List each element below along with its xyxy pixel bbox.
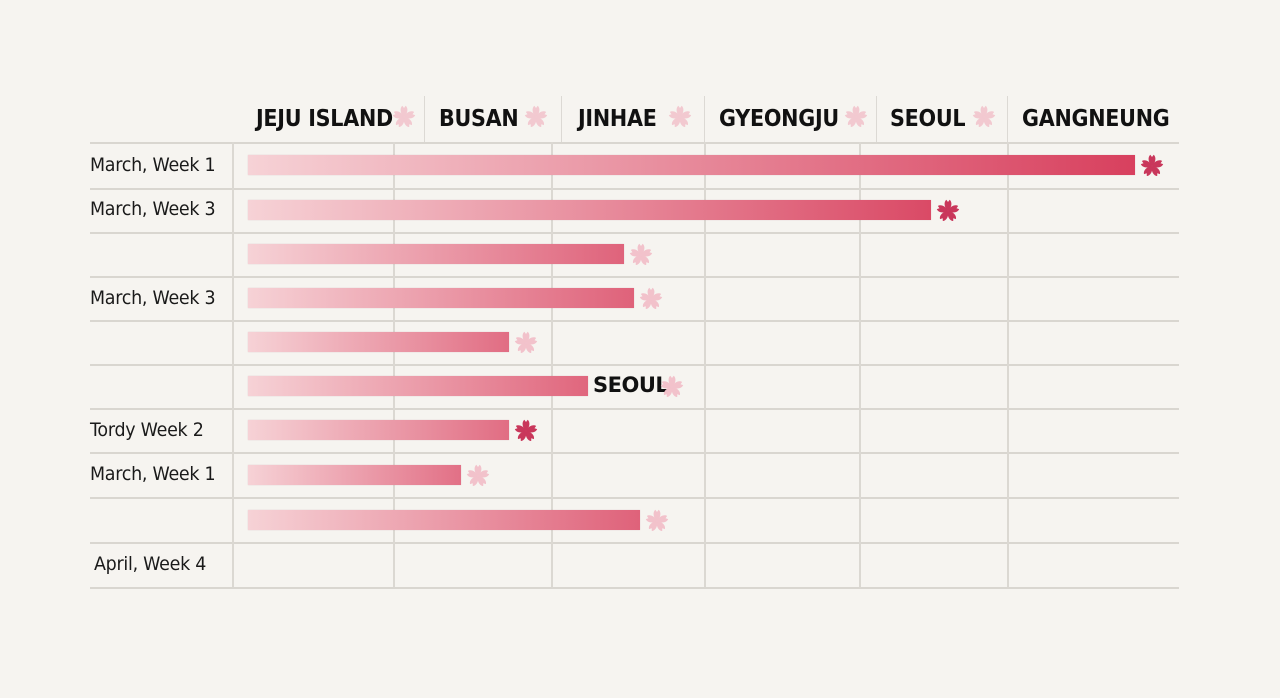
grid-line xyxy=(90,188,1179,190)
bloom-bar xyxy=(248,155,1135,175)
header-seoul: SEOUL xyxy=(890,106,966,132)
cherry-blossom-icon xyxy=(627,241,655,269)
row-label: March, Week 3 xyxy=(90,287,216,309)
header-jinhae: JINHAE xyxy=(578,106,657,132)
cherry-blossom-icon xyxy=(643,507,671,535)
grid-column-line xyxy=(393,142,395,587)
header-divider xyxy=(876,96,877,142)
grid-line xyxy=(90,276,1179,278)
grid-column-line xyxy=(551,142,553,587)
grid-line xyxy=(90,542,1179,544)
header-jeju-island: JEJU ISLAND xyxy=(256,106,393,132)
bar-annotation: SEOUL xyxy=(593,373,669,397)
grid-line xyxy=(90,452,1179,454)
grid-column-line xyxy=(859,142,861,587)
header-divider xyxy=(1007,96,1008,142)
cherry-blossom-icon xyxy=(842,103,870,131)
grid-line xyxy=(90,320,1179,322)
cherry-blossom-icon xyxy=(934,197,962,225)
row-label: April, Week 4 xyxy=(94,553,207,575)
grid-line xyxy=(90,408,1179,410)
header-divider xyxy=(561,96,562,142)
header-divider xyxy=(424,96,425,142)
bloom-bar xyxy=(248,464,461,485)
grid-column-line xyxy=(232,142,234,587)
bloom-bar xyxy=(248,244,624,264)
grid-line xyxy=(90,587,1179,589)
cherry-blossom-icon xyxy=(512,417,540,445)
bloom-bar xyxy=(248,332,509,352)
grid-column-line xyxy=(1007,142,1009,587)
cherry-blossom-icon xyxy=(970,103,998,131)
header-gangneung: GANGNEUNG xyxy=(1022,106,1170,132)
grid-line xyxy=(90,364,1179,366)
cherry-blossom-icon xyxy=(522,103,550,131)
header-divider xyxy=(704,96,705,142)
grid-column-line xyxy=(704,142,706,587)
bloom-bar xyxy=(248,288,634,308)
row-label xyxy=(90,508,230,530)
row-label xyxy=(90,374,230,396)
bloom-bar xyxy=(248,200,931,220)
row-label: March, Week 1 xyxy=(90,463,216,485)
row-label: March, Week 1 xyxy=(90,154,216,176)
row-label: March, Week 3 xyxy=(90,198,216,220)
cherry-blossom-icon xyxy=(637,285,665,313)
cherry-blossom-icon xyxy=(666,103,694,131)
grid-line xyxy=(90,232,1179,234)
bloom-bar xyxy=(248,420,509,440)
bloom-bar xyxy=(248,376,588,396)
cherry-blossom-icon xyxy=(658,373,686,401)
cherry-blossom-icon xyxy=(512,329,540,357)
row-label: Tordy Week 2 xyxy=(90,419,204,441)
bloom-bar xyxy=(248,509,640,530)
row-label xyxy=(90,330,230,352)
cherry-blossom-icon xyxy=(390,103,418,131)
row-label xyxy=(90,242,230,264)
grid-line xyxy=(90,142,1179,144)
grid-line xyxy=(90,497,1179,499)
header-gyeongju: GYEONGJU xyxy=(719,106,839,132)
header-busan: BUSAN xyxy=(439,106,519,132)
cherry-blossom-icon xyxy=(464,462,492,490)
cherry-blossom-icon xyxy=(1138,152,1166,180)
